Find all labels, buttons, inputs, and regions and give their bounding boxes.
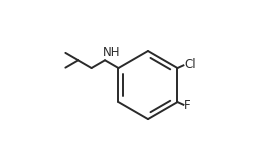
Text: NH: NH — [103, 46, 121, 59]
Text: Cl: Cl — [184, 58, 196, 71]
Text: F: F — [184, 99, 191, 112]
